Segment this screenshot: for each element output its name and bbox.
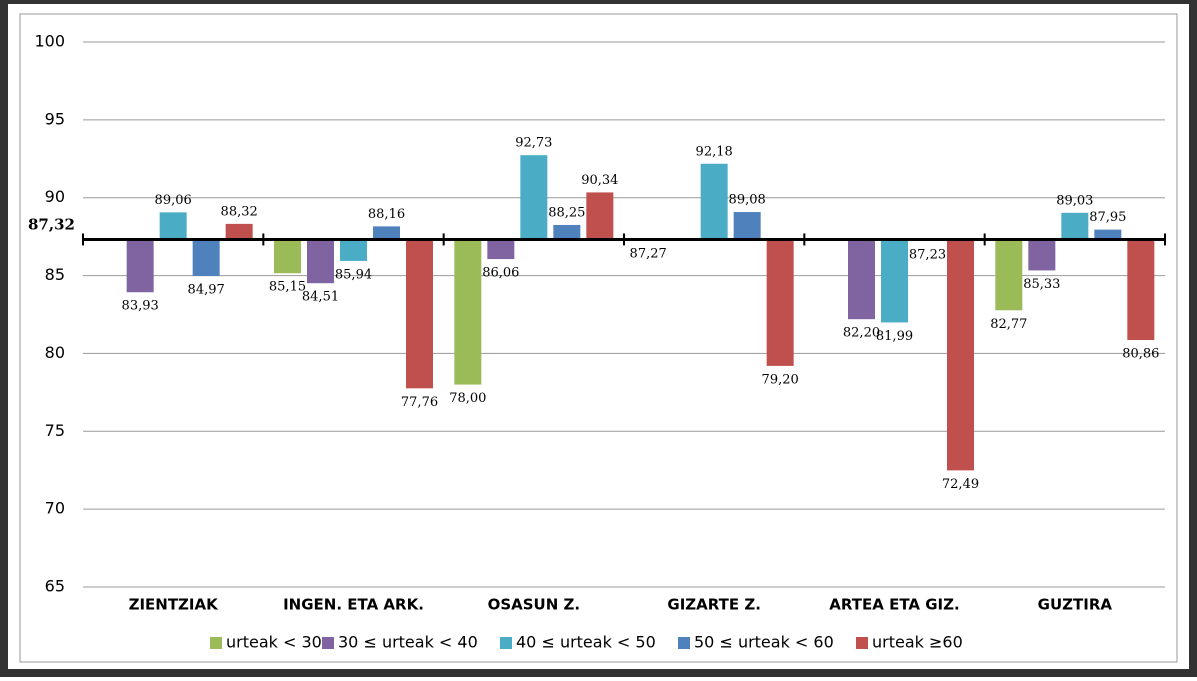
value-label: 89,06 xyxy=(155,193,192,208)
legend-swatch xyxy=(322,637,334,649)
value-label: 87,23 xyxy=(909,247,946,262)
bar xyxy=(192,239,220,277)
x-tick-label: GIZARTE Z. xyxy=(667,596,761,614)
y-tick-label: 85 xyxy=(45,265,65,284)
bar xyxy=(487,239,515,260)
x-tick-label: GUZTIRA xyxy=(1038,596,1113,614)
legend-label: urteak < 30 xyxy=(226,633,322,652)
x-tick-label: ZIENTZIAK xyxy=(129,596,220,614)
bar xyxy=(159,212,187,240)
bar xyxy=(848,239,875,320)
legend-label: urteak ≥60 xyxy=(872,633,963,652)
value-label: 87,95 xyxy=(1089,210,1126,225)
legend-label: 30 ≤ urteak < 40 xyxy=(338,633,478,652)
value-label: 90,34 xyxy=(581,173,618,188)
value-label: 78,00 xyxy=(449,391,486,406)
legend-swatch xyxy=(678,637,690,649)
bar xyxy=(766,239,794,366)
bar xyxy=(553,224,581,240)
x-tick-label: OSASUN Z. xyxy=(488,596,581,614)
value-label: 85,94 xyxy=(335,267,372,282)
value-label: 88,32 xyxy=(221,204,258,219)
value-label: 88,16 xyxy=(368,207,405,222)
value-label: 88,25 xyxy=(548,205,585,220)
y-tick-label: 90 xyxy=(45,187,65,206)
bar xyxy=(454,239,482,385)
value-label: 84,51 xyxy=(302,290,339,305)
value-label: 80,86 xyxy=(1122,347,1159,362)
value-label: 79,20 xyxy=(762,372,799,387)
baseline-label: 87,32 xyxy=(28,215,75,233)
legend-swatch xyxy=(856,637,868,649)
bar xyxy=(995,239,1023,311)
bar xyxy=(700,163,728,240)
legend-label: 40 ≤ urteak < 50 xyxy=(516,633,656,652)
bar xyxy=(733,212,761,240)
value-label: 89,08 xyxy=(729,193,766,208)
y-tick-label: 80 xyxy=(45,343,65,362)
value-label: 77,76 xyxy=(401,395,438,410)
legend-swatch xyxy=(500,637,512,649)
y-tick-label: 65 xyxy=(45,577,65,596)
bar xyxy=(1028,239,1056,271)
value-label: 82,77 xyxy=(990,317,1027,332)
legend-label: 50 ≤ urteak < 60 xyxy=(694,633,834,652)
value-label: 82,20 xyxy=(843,326,880,341)
bar xyxy=(1061,212,1089,240)
value-label: 92,73 xyxy=(515,136,552,151)
bar xyxy=(373,226,400,240)
value-label: 85,15 xyxy=(269,280,306,295)
bar xyxy=(586,192,614,240)
bar xyxy=(126,239,154,293)
value-label: 92,18 xyxy=(696,144,733,159)
value-label: 84,97 xyxy=(188,283,225,298)
bar xyxy=(947,239,974,471)
x-tick-label: ARTEA ETA GIZ. xyxy=(829,596,959,614)
legend-swatch xyxy=(210,637,222,649)
bar xyxy=(225,223,253,240)
value-label: 72,49 xyxy=(942,477,979,492)
value-label: 87,27 xyxy=(630,247,667,262)
bar xyxy=(274,239,301,274)
value-label: 85,33 xyxy=(1023,277,1060,292)
value-label: 81,99 xyxy=(876,329,913,344)
value-label: 83,93 xyxy=(122,299,159,314)
bar xyxy=(520,155,548,240)
y-tick-label: 70 xyxy=(45,499,65,518)
bar xyxy=(307,239,334,284)
bar xyxy=(881,239,908,323)
value-label: 86,06 xyxy=(482,266,519,281)
bar xyxy=(1094,229,1122,240)
x-tick-label: INGEN. ETA ARK. xyxy=(283,596,424,614)
y-tick-label: 75 xyxy=(45,421,65,440)
y-tick-label: 100 xyxy=(34,32,65,51)
bar xyxy=(340,239,367,261)
value-label: 89,03 xyxy=(1056,193,1093,208)
bar xyxy=(1127,239,1155,341)
bar xyxy=(406,239,433,389)
y-tick-label: 95 xyxy=(45,109,65,128)
plot-frame xyxy=(19,13,1178,663)
